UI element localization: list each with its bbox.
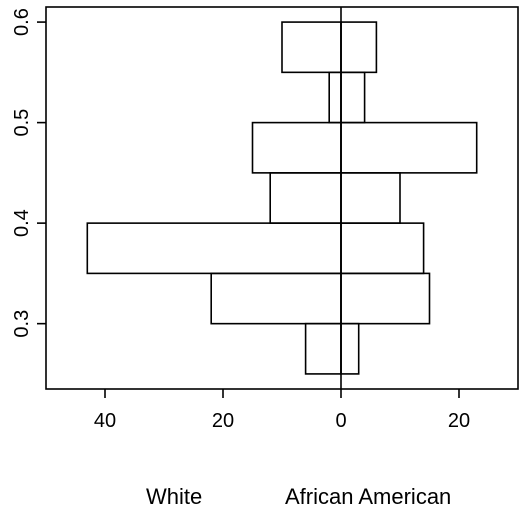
bar-white-4 (251, 121, 342, 174)
y-tick-label-2: 0.5 (11, 109, 33, 137)
x-tick-label-3: 20 (448, 410, 470, 432)
y-tick-label-1: 0.4 (11, 209, 33, 237)
group-label-right: African American (285, 484, 452, 509)
bar-african-american-4 (340, 121, 478, 174)
bar-white-2 (86, 222, 342, 275)
bar-white-0 (304, 322, 342, 375)
bar-white-6 (281, 21, 342, 74)
group-label-left: White (146, 484, 203, 509)
bar-african-american-1 (340, 272, 431, 325)
y-axis: 0.3 0.4 0.5 0.6 (11, 8, 46, 338)
bar-white-5 (328, 71, 342, 124)
bar-african-american-5 (340, 71, 366, 124)
bar-african-american-6 (340, 21, 378, 74)
x-tick-label-1: 20 (212, 410, 234, 432)
x-axis: 40 20 0 20 (94, 389, 470, 432)
bar-african-american-3 (340, 172, 401, 224)
x-tick-label-2: 0 (335, 410, 346, 432)
bar-african-american-2 (340, 222, 425, 275)
y-tick-label-3: 0.6 (11, 8, 33, 36)
y-tick-label-0: 0.3 (11, 310, 33, 338)
bar-white-3 (269, 172, 342, 224)
bar-white-1 (210, 272, 342, 325)
plot-frame (45, 6, 519, 390)
bars-layer (86, 7, 478, 389)
x-tick-label-0: 40 (94, 410, 116, 432)
bar-african-american-0 (340, 322, 360, 375)
